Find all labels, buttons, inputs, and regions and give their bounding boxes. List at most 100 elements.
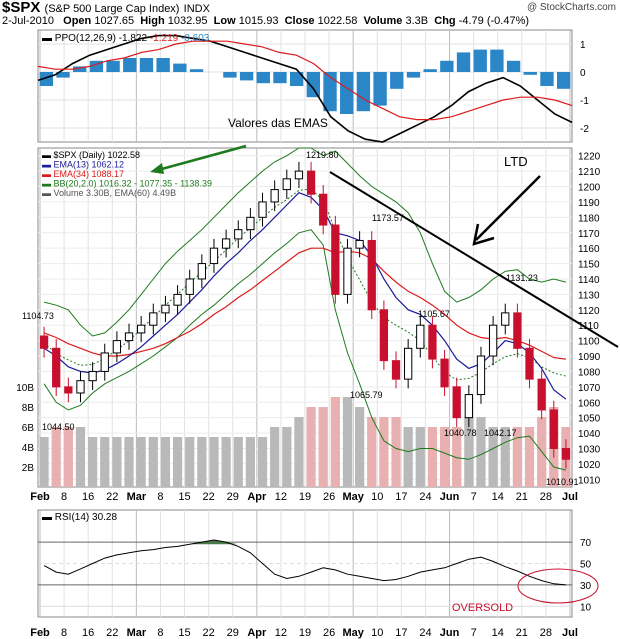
candle-body <box>52 347 61 388</box>
volume-bar <box>197 437 207 487</box>
x-tick-label: Apr <box>247 627 267 639</box>
price-y-tick: 1090 <box>578 352 601 363</box>
candle-body <box>549 409 558 449</box>
ppo-histogram-bar <box>323 72 337 112</box>
x-tick-label: 8 <box>61 491 67 503</box>
ppo-y-tick: 1 <box>580 40 586 51</box>
candle-body <box>440 358 449 388</box>
volume-bar <box>415 427 425 487</box>
candle-body <box>319 193 328 226</box>
symbol: $SPX <box>2 0 41 16</box>
price-label: 1040.78 <box>444 428 477 438</box>
ppo-histogram-bar <box>173 63 187 72</box>
price-label: 1105.67 <box>418 309 450 319</box>
volume-y-tick: 8B <box>22 403 35 414</box>
price-legend-item: ▬ BB(20,2.0) 1016.32 - 1077.35 - 1138.39 <box>42 179 212 189</box>
volume-bar <box>209 437 219 487</box>
quote-date: 2-Jul-2010 <box>2 15 54 27</box>
candle-body <box>367 239 376 311</box>
x-tick-label: 28 <box>540 491 552 503</box>
volume-bar <box>51 427 61 487</box>
x-tick-label: 22 <box>106 627 118 639</box>
candle-body <box>137 324 146 334</box>
open-value: 1027.65 <box>94 15 135 27</box>
candle-body <box>488 324 498 357</box>
ppo-histogram-bar <box>189 69 204 72</box>
ppo-histogram-bar <box>139 58 154 72</box>
x-tick-label: 26 <box>323 491 335 503</box>
x-tick-label: 29 <box>227 491 239 503</box>
ppo-histogram-bar <box>273 72 287 84</box>
ltd-label: LTD <box>504 154 528 169</box>
low-label: Low <box>213 15 236 27</box>
ltd-arrow-head <box>472 223 495 246</box>
price-y-tick: 1200 <box>578 183 601 194</box>
x-tick-label: Mar <box>127 491 147 503</box>
price-y-tick: 1030 <box>578 444 601 455</box>
high-label: High <box>140 15 165 27</box>
ppo-series-line <box>37 40 573 121</box>
ppo-histogram-bar <box>223 72 237 78</box>
x-tick-label: Jun <box>440 491 460 503</box>
quote-line: 2-Jul-2010 Open 1027.65 High 1032.95 Low… <box>2 15 529 27</box>
candle-body <box>149 312 158 326</box>
ppo-histogram-bar <box>256 72 270 84</box>
price-y-tick: 1010 <box>578 475 601 486</box>
green-arrow-head <box>150 163 164 174</box>
x-tick-label: 17 <box>395 627 407 639</box>
x-tick-label: Feb <box>30 491 50 503</box>
candle-body <box>355 239 364 249</box>
ppo-legend: ▬ PPO(12,26,9) -1.822 -1.219 -0.603 <box>42 33 210 44</box>
ppo-histogram-bar <box>523 72 537 75</box>
ltd-arrow-shaft <box>475 175 541 241</box>
ppo-histogram-bar <box>423 69 437 72</box>
ppo-histogram-bar <box>390 72 404 89</box>
volume-label: Volume <box>363 15 403 27</box>
watermark: @ StockCharts.com <box>526 2 616 13</box>
volume-bar <box>112 437 122 487</box>
price-y-tick: 1180 <box>578 213 600 224</box>
price-y-tick: 1220 <box>578 152 601 163</box>
candle-body <box>221 238 231 249</box>
volume-bar <box>63 427 73 487</box>
green-arrow-shaft <box>157 144 247 172</box>
price-label: 1042.17 <box>484 428 517 438</box>
x-tick-label: 8 <box>157 627 163 639</box>
volume-y-tick: 4B <box>22 443 35 454</box>
candle-body <box>76 380 85 394</box>
volume-bar <box>245 437 255 487</box>
ppo-histogram-bar <box>106 60 120 72</box>
ppo-histogram-bar <box>356 72 371 112</box>
candle-body <box>379 309 389 362</box>
price-legend-item: ▬ EMA(34) 1088.17 <box>42 169 124 179</box>
price-y-tick: 1140 <box>578 275 600 286</box>
price-legend-item: ▬ $SPX (Daily) 1022.58 <box>42 150 140 160</box>
volume-bar <box>221 437 231 487</box>
candle-body <box>537 378 546 411</box>
candle-body <box>513 312 522 349</box>
candle-body <box>294 170 304 180</box>
volume-bar <box>379 417 389 487</box>
ppo-histogram-bar <box>506 60 521 72</box>
candle-body <box>161 304 170 314</box>
volume-bar <box>500 427 510 487</box>
ppo-histogram-bar <box>89 60 104 72</box>
x-tick-label: 10 <box>371 627 383 639</box>
symbol-name: (S&P 500 Large Cap Index) <box>44 3 180 15</box>
price-y-tick: 1210 <box>578 167 601 178</box>
candle-body <box>501 312 510 326</box>
volume-bar <box>270 427 280 487</box>
price-label: 1065.79 <box>350 390 383 400</box>
volume-bar <box>318 407 328 487</box>
x-tick-label: 22 <box>203 627 215 639</box>
price-y-tick: 1190 <box>578 198 600 209</box>
volume-bar <box>185 437 195 487</box>
candle-body <box>100 352 109 372</box>
volume-y-tick: 6B <box>22 423 35 434</box>
x-tick-label: 24 <box>419 627 431 639</box>
x-tick-label: Jun <box>440 627 460 639</box>
candle-body <box>246 216 255 231</box>
x-tick-label: 7 <box>471 491 477 503</box>
x-tick-label: 19 <box>299 491 311 503</box>
candle-body <box>391 360 401 380</box>
